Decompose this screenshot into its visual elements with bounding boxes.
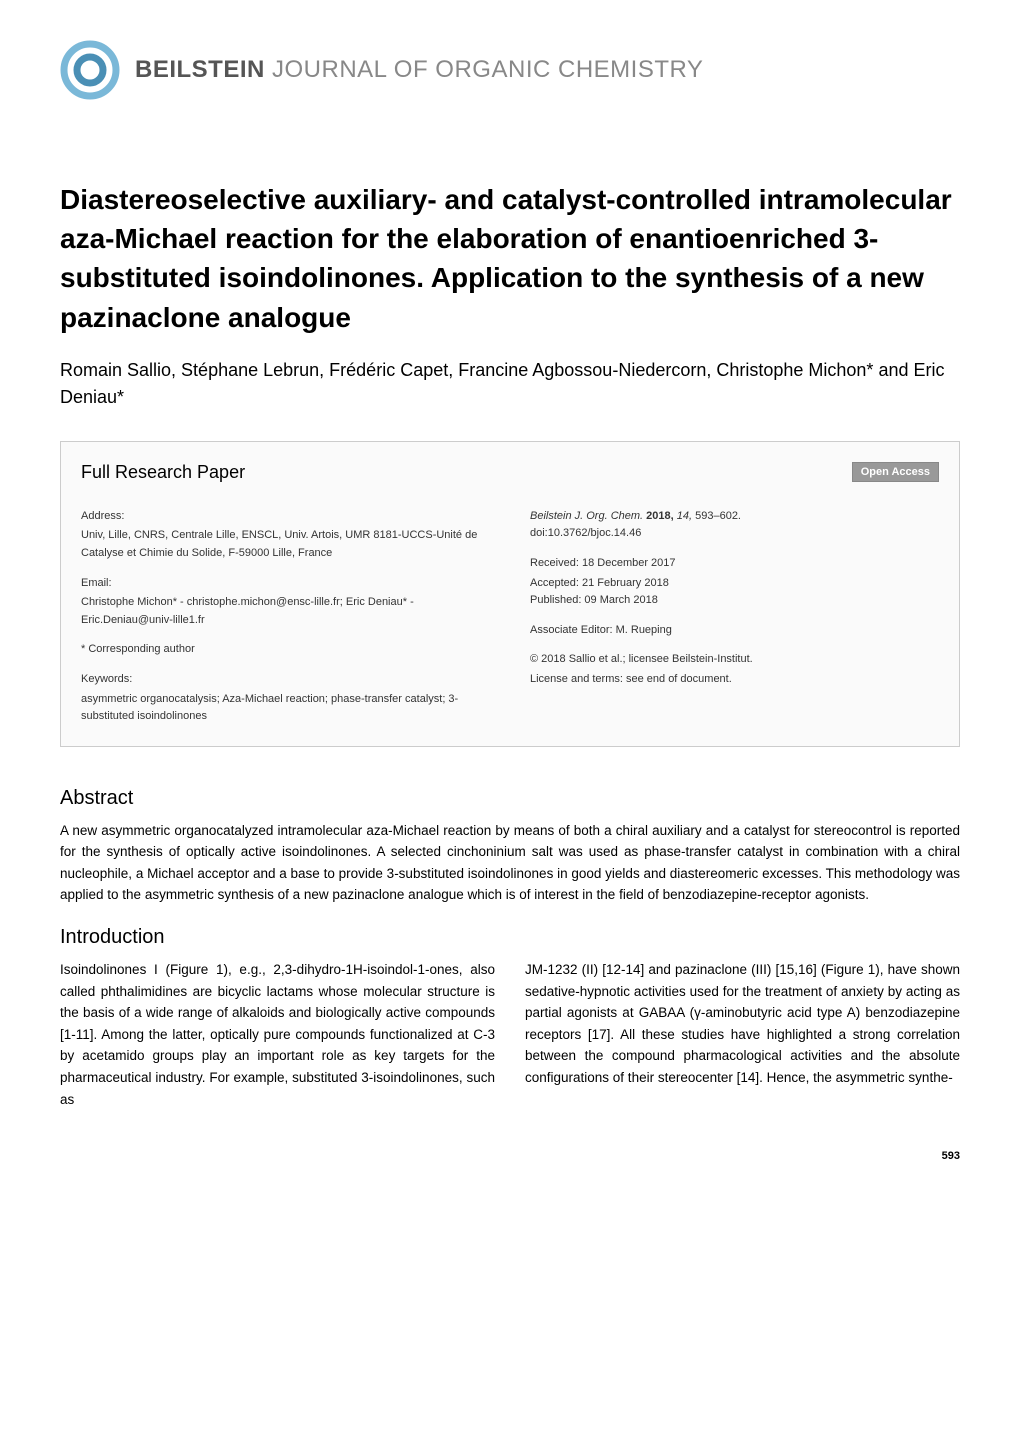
introduction-columns: Isoindolinones I (Figure 1), e.g., 2,3-d… bbox=[60, 959, 960, 1110]
citation-line: Beilstein J. Org. Chem. 2018, 14, 593–60… bbox=[530, 508, 939, 526]
paper-type-label: Full Research Paper bbox=[81, 462, 245, 483]
metadata-left-column: Address: Univ, Lille, CNRS, Centrale Lil… bbox=[81, 508, 490, 726]
address-label: Address: bbox=[81, 508, 490, 526]
metadata-box: Full Research Paper Open Access Address:… bbox=[60, 441, 960, 747]
abstract-heading: Abstract bbox=[60, 787, 960, 810]
metadata-right-column: Beilstein J. Org. Chem. 2018, 14, 593–60… bbox=[530, 508, 939, 726]
keywords-label: Keywords: bbox=[81, 671, 490, 689]
corresponding-note: * Corresponding author bbox=[81, 641, 490, 659]
journal-subtitle: JOURNAL OF ORGANIC CHEMISTRY bbox=[265, 56, 704, 83]
introduction-heading: Introduction bbox=[60, 926, 960, 949]
page-number: 593 bbox=[60, 1150, 960, 1162]
license-line-1: © 2018 Sallio et al.; licensee Beilstein… bbox=[530, 651, 939, 669]
published-date: Published: 09 March 2018 bbox=[530, 592, 939, 610]
citation-volume: 14, bbox=[677, 510, 692, 522]
beilstein-logo-icon bbox=[60, 40, 120, 100]
citation-year: 2018, bbox=[646, 510, 674, 522]
keywords-text: asymmetric organocatalysis; Aza-Michael … bbox=[81, 691, 490, 726]
associate-editor: Associate Editor: M. Rueping bbox=[530, 622, 939, 640]
metadata-header: Full Research Paper Open Access bbox=[81, 462, 939, 493]
journal-name: BEILSTEIN JOURNAL OF ORGANIC CHEMISTRY bbox=[135, 56, 703, 84]
citation-pages: 593–602. bbox=[695, 510, 741, 522]
email-label: Email: bbox=[81, 575, 490, 593]
author-list: Romain Sallio, Stéphane Lebrun, Frédéric… bbox=[60, 357, 960, 411]
doi-text: doi:10.3762/bjoc.14.46 bbox=[530, 525, 939, 543]
accepted-date: Accepted: 21 February 2018 bbox=[530, 575, 939, 593]
abstract-text: A new asymmetric organocatalyzed intramo… bbox=[60, 820, 960, 906]
citation-journal: Beilstein J. Org. Chem. bbox=[530, 510, 643, 522]
journal-brand: BEILSTEIN bbox=[135, 56, 265, 83]
address-text: Univ, Lille, CNRS, Centrale Lille, ENSCL… bbox=[81, 527, 490, 562]
email-text: Christophe Michon* - christophe.michon@e… bbox=[81, 594, 490, 629]
metadata-columns: Address: Univ, Lille, CNRS, Centrale Lil… bbox=[81, 508, 939, 726]
open-access-badge: Open Access bbox=[852, 462, 939, 482]
journal-header: BEILSTEIN JOURNAL OF ORGANIC CHEMISTRY bbox=[60, 40, 960, 100]
license-line-2: License and terms: see end of document. bbox=[530, 671, 939, 689]
received-date: Received: 18 December 2017 bbox=[530, 555, 939, 573]
introduction-column-2: JM-1232 (II) [12-14] and pazinaclone (II… bbox=[525, 959, 960, 1110]
introduction-column-1: Isoindolinones I (Figure 1), e.g., 2,3-d… bbox=[60, 959, 495, 1110]
article-title: Diastereoselective auxiliary- and cataly… bbox=[60, 180, 960, 337]
